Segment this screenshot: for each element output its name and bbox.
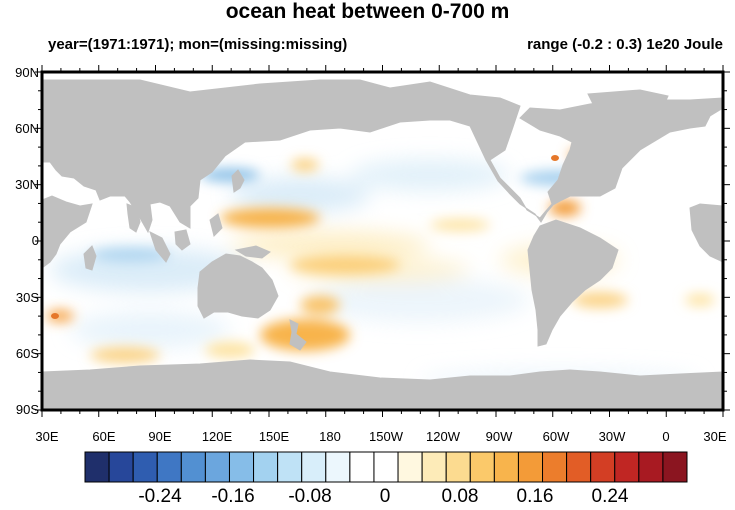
- colorbar-swatch: [469, 451, 495, 483]
- anomaly-patch: [572, 292, 628, 308]
- anomaly-patch: [260, 319, 350, 351]
- anomaly-patch: [549, 200, 581, 216]
- anomaly-patch: [70, 312, 230, 348]
- lon-label: 0: [662, 429, 670, 444]
- colorbar-swatch: [493, 451, 519, 483]
- colorbar-swatch: [325, 451, 351, 483]
- colorbar-swatch: [204, 451, 230, 483]
- lat-label: 90N: [15, 65, 39, 80]
- anomaly-patch: [90, 347, 160, 363]
- colorbar-swatch: [156, 451, 182, 483]
- colorbar-swatch: [566, 451, 592, 483]
- axis-ticks: [35, 65, 730, 417]
- colorbar-swatch: [397, 451, 423, 483]
- time-range-label: year=(1971:1971); mon=(missing:missing): [48, 36, 348, 53]
- anomaly-patch: [230, 231, 430, 259]
- lon-label: 120W: [426, 429, 460, 444]
- antarctica: [42, 359, 723, 410]
- colorbar-swatch: [517, 451, 544, 483]
- colorbar-swatch: [614, 451, 640, 483]
- africa-east: [42, 195, 93, 269]
- lat-label: 30S: [15, 290, 39, 305]
- anomaly-patch: [300, 296, 340, 314]
- south-america: [527, 219, 619, 347]
- colorbar-label: 0: [379, 486, 391, 507]
- greenland: [587, 89, 669, 133]
- lon-label: 60E: [92, 429, 116, 444]
- colorbar-swatch: [638, 451, 664, 483]
- philippines: [209, 213, 223, 237]
- eurasia-north-america: [42, 79, 723, 234]
- colorbar-swatch: [590, 451, 616, 483]
- colorbar-swatch: [301, 451, 327, 483]
- new-zealand: [289, 319, 307, 351]
- sumatra: [149, 231, 171, 263]
- lon-label: 90E: [148, 429, 172, 444]
- colorbar-swatch: [421, 451, 447, 483]
- colorbar-swatch: [108, 451, 134, 483]
- lon-label: 60W: [542, 429, 570, 444]
- lat-label: 90S: [15, 402, 39, 417]
- colorbar-swatch: [373, 451, 399, 483]
- india: [126, 203, 141, 233]
- lat-label: 30N: [15, 177, 39, 192]
- borneo: [174, 229, 191, 251]
- lat-label: 60S: [15, 346, 39, 361]
- anomaly-patch: [220, 208, 320, 228]
- lon-label: 180: [319, 429, 341, 444]
- lon-label: 90W: [485, 429, 513, 444]
- lon-label: 150E: [258, 429, 290, 444]
- anomaly-patch: [291, 159, 319, 171]
- map-title: ocean heat between 0-700 m: [225, 0, 510, 23]
- lon-label: 30E: [35, 429, 59, 444]
- africa-west: [689, 203, 723, 263]
- anomaly-patch: [290, 256, 400, 274]
- japan: [231, 169, 245, 193]
- colorbar-swatch: [445, 451, 471, 483]
- colorbar-swatch: [542, 451, 568, 483]
- colorbar-swatch: [228, 451, 255, 483]
- colorbar: [84, 451, 688, 483]
- colorbar-swatch: [662, 451, 688, 483]
- colorbar-label: -0.08: [288, 486, 332, 507]
- anomaly-patch: [551, 155, 559, 161]
- anomaly-patch: [430, 219, 490, 231]
- colorbar-label: 0.08: [441, 486, 479, 507]
- colorbar-label: 0.16: [516, 486, 554, 507]
- anomaly-patch: [310, 278, 530, 322]
- lon-label: 150W: [369, 429, 403, 444]
- colorbar-label: 0.24: [591, 486, 629, 507]
- land-masses: [42, 79, 723, 410]
- anomaly-patch: [46, 310, 74, 322]
- anomaly-patch: [51, 313, 59, 319]
- map-area: [42, 72, 723, 410]
- colorbar-label: -0.24: [138, 486, 182, 507]
- anomaly-patch: [350, 159, 510, 191]
- lat-label: 60N: [15, 121, 39, 136]
- lon-label: 30E: [703, 429, 727, 444]
- new-guinea: [234, 245, 271, 259]
- anomaly-patch: [685, 294, 715, 306]
- colorbar-swatch: [180, 451, 206, 483]
- colorbar-swatch: [84, 451, 110, 483]
- lat-label: 0: [31, 233, 39, 248]
- value-range-label: range (-0.2 : 0.3) 1e20 Joule: [527, 36, 723, 53]
- anomaly-patch: [200, 168, 260, 182]
- colorbar-swatch: [277, 451, 303, 483]
- lon-label: 120E: [201, 429, 233, 444]
- anomaly-patch: [205, 342, 255, 358]
- colorbar-label: -0.16: [211, 486, 255, 507]
- anomaly-patch: [230, 177, 370, 213]
- colorbar-swatch: [132, 451, 158, 483]
- lon-label: 30W: [598, 429, 626, 444]
- anomaly-patch: [90, 248, 170, 262]
- colorbar-swatch: [253, 451, 279, 483]
- australia: [197, 253, 279, 319]
- madagascar: [83, 245, 97, 271]
- colorbar-swatch: [349, 451, 375, 483]
